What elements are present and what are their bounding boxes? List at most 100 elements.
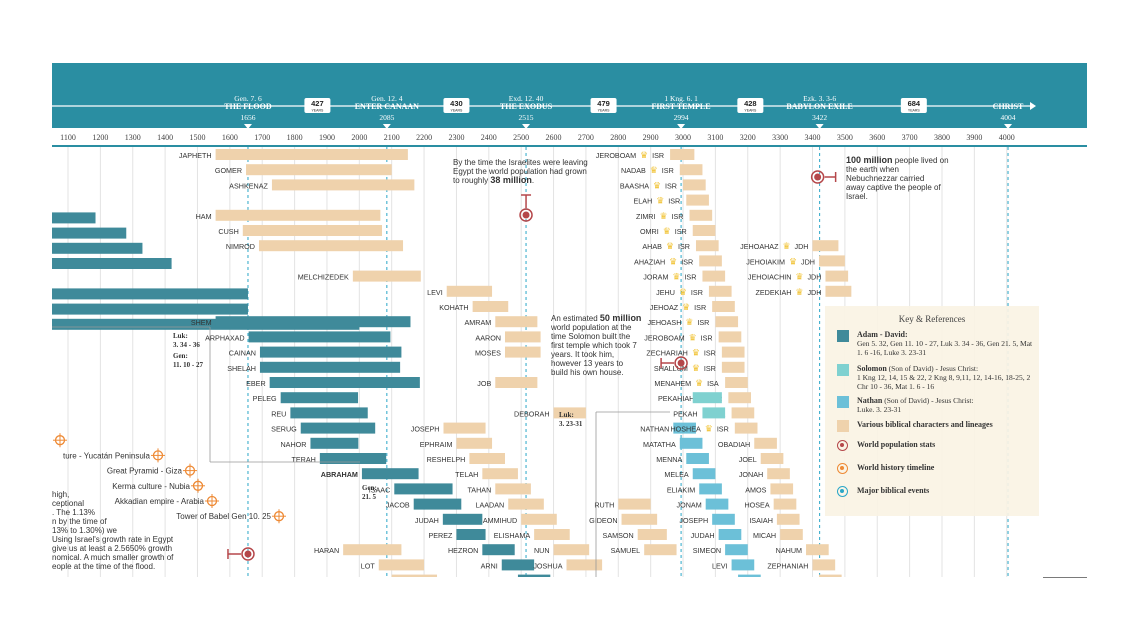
crown-icon: ♛ [663,226,671,236]
lineage-bar [280,392,359,404]
event-marker [243,124,252,129]
king-tag: JDH [807,273,821,282]
crown-icon: ♛ [650,165,658,175]
history-label: na [43,436,52,445]
ref-gen-21: Gen: [362,484,377,492]
crown-icon: ♛ [669,256,677,266]
lineage-label: CUSH [218,227,238,236]
axis-tick-label: 2100 [384,133,400,142]
pop-dot [244,550,252,558]
axis-tick-label: 1200 [92,133,108,142]
span-unit: YEARS [598,109,611,113]
lineage-label: EBER [246,379,266,388]
lineage-bar [246,164,392,176]
lineage-label: CAINAN [229,349,256,358]
lineage-label: AMRAM [465,318,492,327]
lineage-label: LEVI [427,288,443,297]
lineage-label: LAADAN [475,501,504,510]
king-name: PEKAH [673,409,697,418]
flood-pop-note-b-line: eople at the time of the flood. [52,562,155,571]
crown-icon: ♛ [666,241,674,251]
pop-ring [241,547,255,561]
king-name: JEROBOAM [596,151,636,160]
lineage-bar [644,544,677,556]
axis-tick-label: 3400 [805,133,821,142]
lineage-label: LOT [361,561,376,570]
king-name: ZEDEKIAH [756,288,792,297]
lineage-bar [699,483,722,495]
crown-icon: ♛ [782,241,790,251]
banner-arrow-head [1030,102,1036,110]
ref-luke-3: 3. 23-31 [559,420,583,428]
key-icon-dot [840,489,844,493]
span-years: 427 [311,99,324,108]
exodus-pop-note: By the time the Israelites were leavingE… [453,158,588,185]
lineage-label: NUN [534,546,550,555]
lineage-label: LEVI [712,561,728,570]
year-axis-line [52,145,1087,147]
lineage-bar [637,529,667,540]
left-lineage-bar [52,288,248,300]
lineage-label: BEN AMMI (AMMONITES) [302,592,387,601]
axis-tick-label: 2400 [481,133,497,142]
axis-tick-label: 3300 [772,133,788,142]
king-bar [708,285,732,297]
lineage-label: ARPHAXAD [205,333,245,342]
crown-icon: ♛ [679,287,687,297]
lineage-label: SIMEON [693,546,721,555]
lineage-label: NAHUM [776,546,802,555]
king-tag: ISR [681,257,693,266]
lineage-label: JOSHUA [533,561,562,570]
event-year: 1656 [240,113,255,122]
lineage-label: JOEL [739,455,757,464]
lineage-bar [738,574,761,577]
span-unit: YEARS [744,109,757,113]
world-history-icon [837,463,848,474]
king-tag: ISR [668,197,680,206]
lineage-label: AMOS [745,485,766,494]
lineage-bar [812,559,836,571]
pop-ring [810,170,825,184]
left-lineage-bar [52,303,248,315]
lineage-bar [242,225,382,236]
temple-pop-note-line: time Solomon built the [551,332,631,341]
king-tag: ISR [672,212,684,221]
king-name: JEHU [656,288,675,297]
event-name: THE FLOOD [224,102,272,111]
axis-tick-label: 2800 [610,133,626,142]
span-years: 684 [908,99,921,108]
crown-icon: ♛ [695,378,703,388]
lineage-bar [456,437,493,449]
crown-icon: ♛ [653,180,661,190]
events-banner [52,63,1087,128]
lineage-label: MATATHA [643,440,676,449]
lineage-label: MENNA [656,455,682,464]
event-marker [1004,124,1013,129]
lineage-label: HARAN [314,546,339,555]
lineage-label: JUDAH [691,531,715,540]
axis-tick-label: 2500 [513,133,529,142]
king-name: JEHOAHAZ [740,242,779,251]
lineage-bar [391,574,438,577]
event-ref: Gen. 7. 6 [234,94,262,103]
axis-tick-label: 1900 [319,133,335,142]
axis-tick-label: 1700 [254,133,270,142]
event-name: CHRIST [993,102,1024,111]
history-label: Great Pyramid - Giza [107,467,183,476]
lineage-bar [482,544,515,556]
lineage-label: SAMSON [603,531,634,540]
key-text: Adam - David: Gen 5. 32, Gen 11. 10 - 27,… [857,330,1035,357]
lineage-bar [482,468,518,480]
crown-icon: ♛ [682,302,690,312]
crown-icon: ♛ [647,591,655,601]
lineage-bar [712,513,735,525]
lineage-bar [770,483,794,495]
axis-tick-label: 3800 [934,133,950,142]
lineage-label: NASHON [503,592,534,601]
lineage-label: JUDAH [415,516,439,525]
lineage-label: HAM [196,212,212,221]
event-marker [522,124,531,129]
exile-pop-note-line: Nebuchnezzar carried [846,174,924,183]
lineage-label: NIMROD [226,242,255,251]
